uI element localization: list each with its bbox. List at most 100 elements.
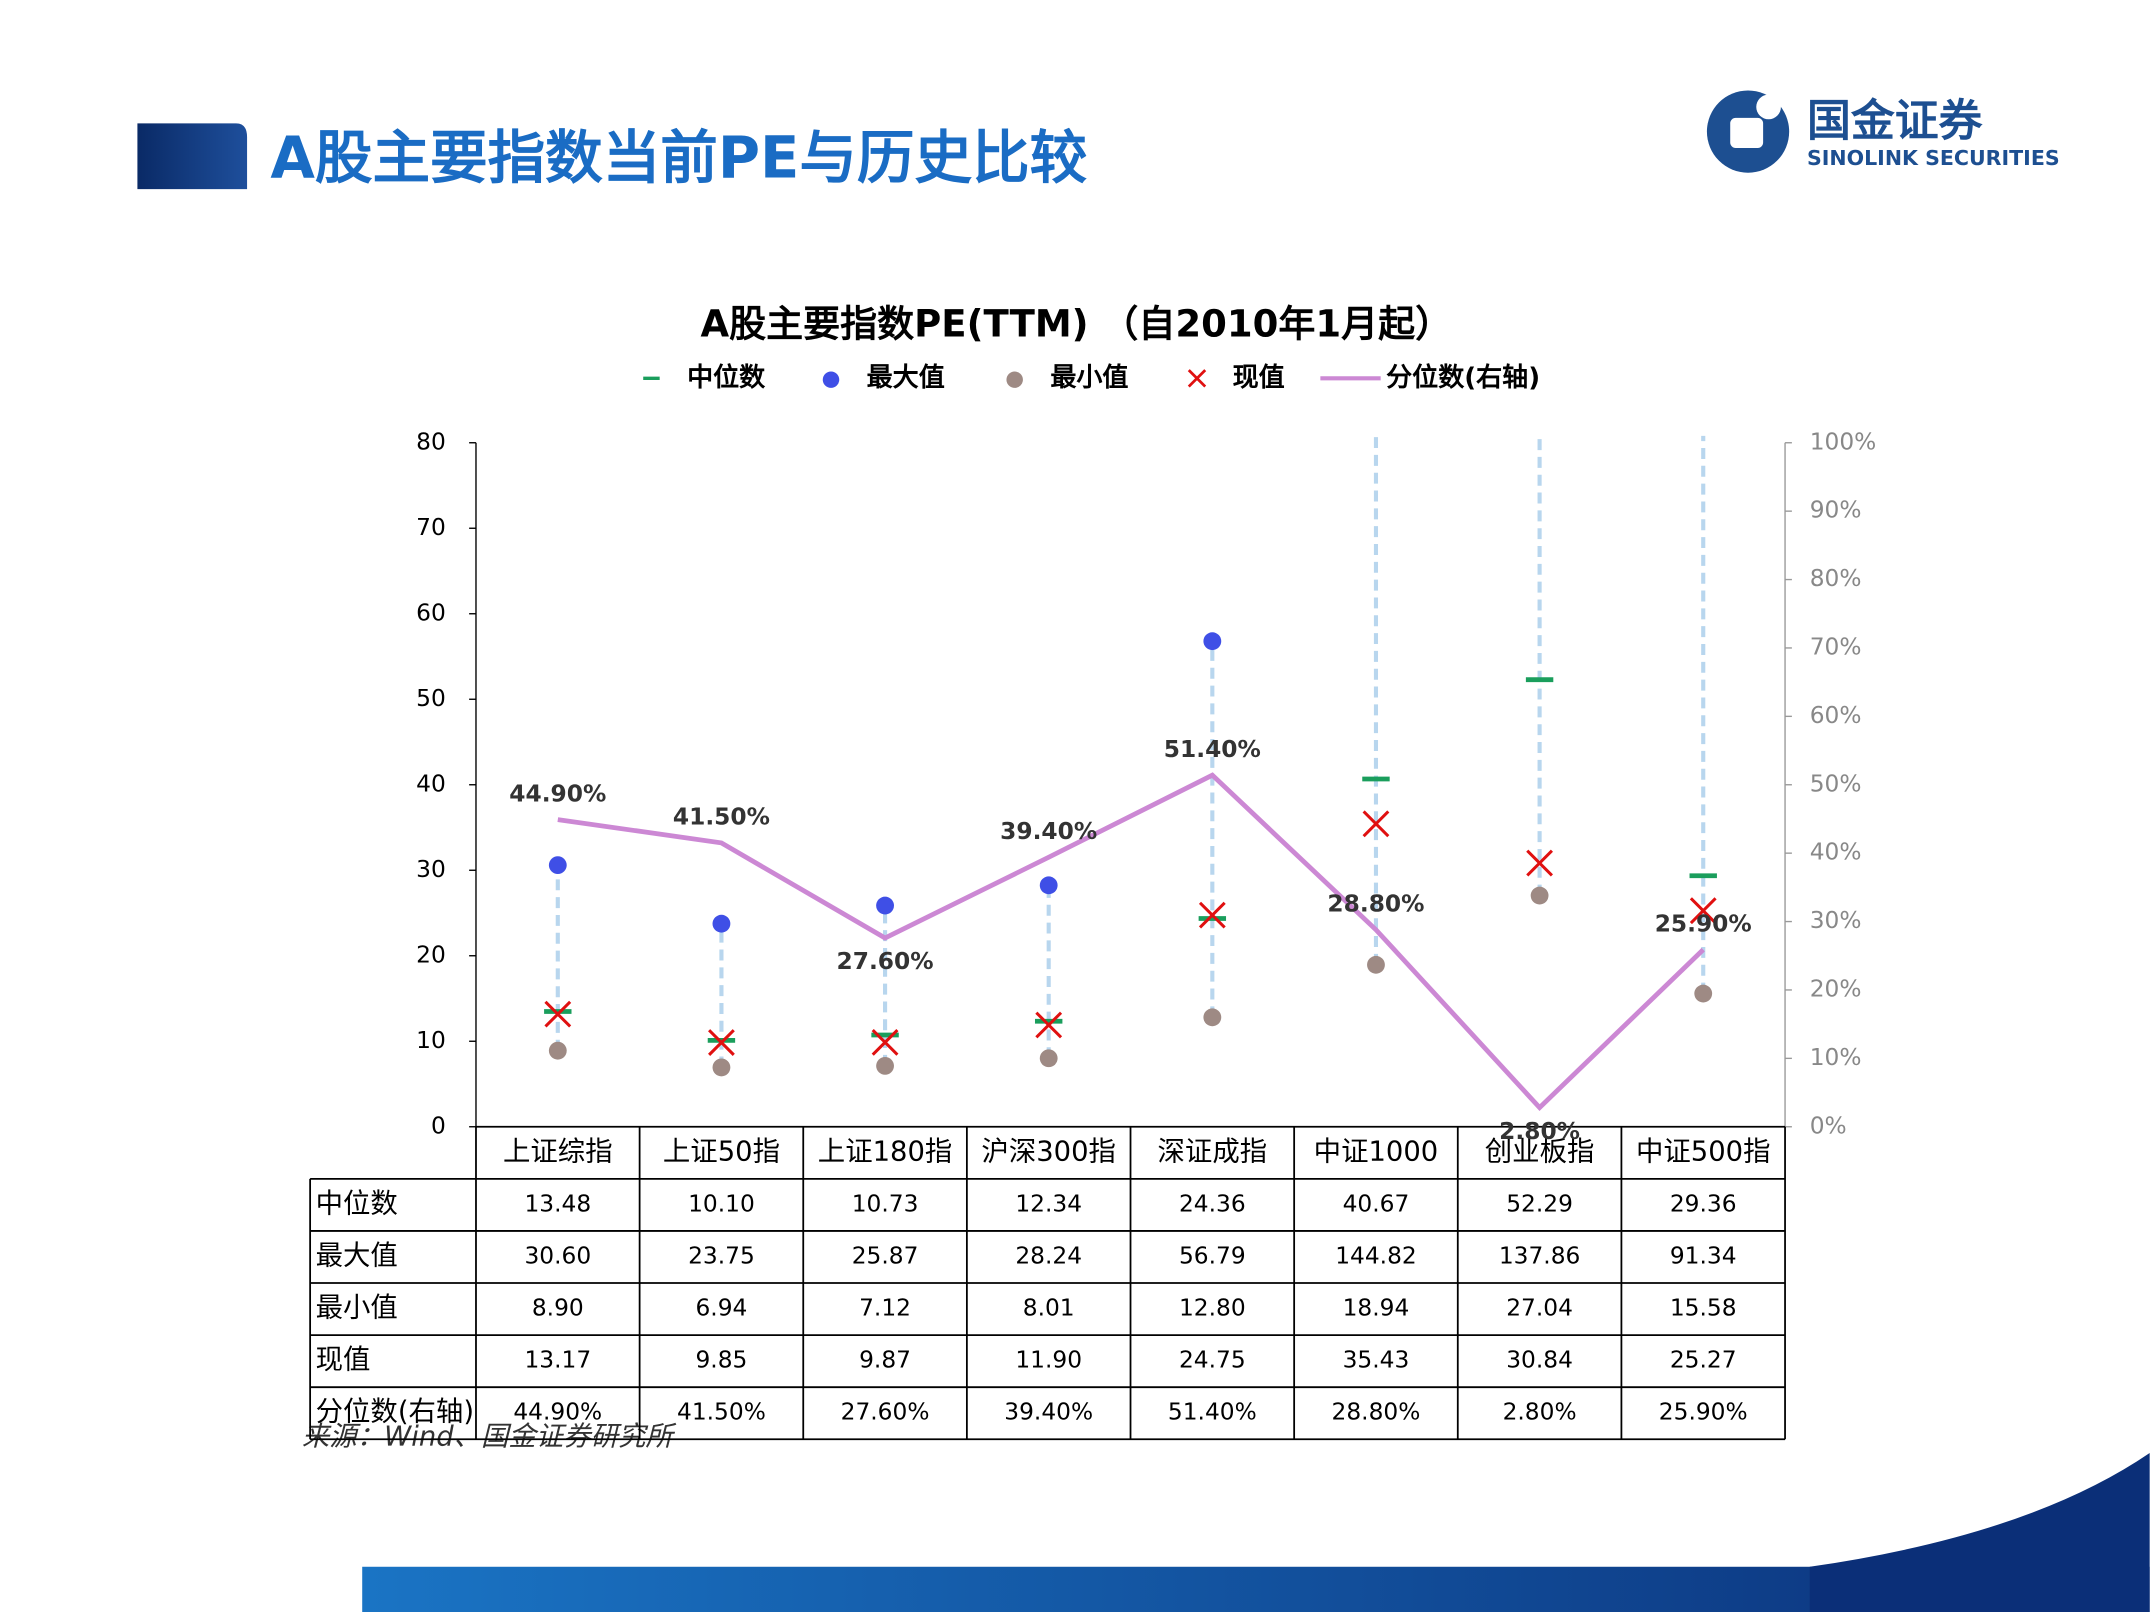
table-cell: 24.75 [1179,1347,1246,1374]
dot-mark [876,896,894,915]
table-cell: 56.79 [1179,1242,1246,1269]
source: 来源：Wind、国金证券研究所 [302,1421,677,1452]
table-cell: 30.60 [524,1242,591,1269]
percentile-line [557,772,1705,1112]
y2-tick-label: 40% [1810,839,1862,866]
slide-title: A股主要指数当前PE与历史比较 [270,124,1087,191]
table-cell: 25.27 [1670,1347,1737,1374]
table-cell: 40.67 [1343,1190,1410,1217]
table-cell: 25.90% [1659,1399,1748,1426]
dot-mark [1694,984,1713,1003]
chart: 0 10 20 30 40 50 60 70 80 0% 10% 20% 30% 40% 50% 60% 70%… [309,337,1877,1441]
x-tick-label: 沪深300指 [981,1136,1116,1167]
x-mark [1526,849,1554,877]
y-tick-label: 40 [416,770,446,797]
dot-mark [548,856,567,875]
y2-tick-label: 90% [1810,497,1862,524]
x-mark [1198,901,1226,929]
table-cell: 30.84 [1506,1347,1573,1374]
table-cell: 52.29 [1506,1190,1573,1217]
x-tick-label: 上证综指 [503,1136,613,1167]
table-cell: 23.75 [688,1242,755,1269]
x-tick-label: 上证180指 [818,1136,953,1167]
table-cell: 27.60% [841,1399,930,1426]
y-tick-label: 70 [416,514,446,541]
table-cell: 137.86 [1499,1242,1581,1269]
x-mark [1362,810,1390,838]
chart-title: A股主要指数PE(TTM) （自2010年1月起） [701,303,1453,346]
table-cell: 2.80% [1503,1399,1577,1426]
table-cell: 35.43 [1343,1347,1410,1374]
table-cell: 29.36 [1670,1190,1737,1217]
x-tick-label: 中证500指 [1636,1136,1771,1167]
y2-tick-label: 50% [1810,770,1862,797]
y2-tick-label: 30% [1810,907,1862,934]
data-label: 41.50% [673,804,770,831]
table-cell: 28.80% [1332,1399,1421,1426]
y-tick-label: 10 [416,1027,446,1054]
table-cell: 44.90% [513,1399,602,1426]
x-tick-label: 创业板指 [1485,1136,1595,1167]
x-tick-label: 上证50指 [663,1136,780,1167]
legend-label: 现值 [1233,363,1285,393]
y-tick-label: 50 [416,685,446,712]
legend-label: 分位数(右轴) [1386,362,1540,393]
dot-mark [1367,955,1385,974]
table-cell: 51.40% [1168,1399,1257,1426]
dot-mark [876,1056,894,1075]
table-cell: 6.94 [695,1295,747,1322]
legend-key [1006,371,1023,388]
dot-mark [1694,337,1712,355]
table-cell: 9.87 [859,1347,911,1374]
y2-tick-label: 0% [1810,1112,1847,1139]
table-cell: 41.50% [677,1399,766,1426]
data-label: 44.90% [509,780,606,807]
data-label: 51.40% [1164,736,1261,763]
data-label: 39.40% [1000,818,1097,845]
x-tick-label: 中证1000 [1314,1136,1439,1167]
dot-mark [548,1041,567,1060]
dot-mark [712,914,731,933]
x-mark [1689,897,1717,925]
y2-tick-label: 20% [1810,975,1862,1002]
dot-mark [1203,1008,1222,1027]
y-tick-label: 0 [431,1112,446,1139]
table-cell: 7.12 [859,1295,911,1322]
table-cell: 24.36 [1179,1190,1246,1217]
table-row-header: 中位数 [316,1188,398,1219]
table-cell: 28.24 [1015,1242,1082,1269]
table-cell: 39.40% [1004,1399,1093,1426]
table-cell: 8.01 [1023,1295,1075,1322]
data-label: 28.80% [1327,891,1424,918]
dot-mark [1203,632,1222,651]
dot-mark [1039,876,1058,895]
table-cell: 10.73 [852,1190,919,1217]
x-mark [708,1029,735,1056]
y-tick-label: 60 [416,599,446,626]
x-mark [544,1000,572,1028]
table-cell: 25.87 [852,1242,919,1269]
logo-mark-inner [1730,117,1764,149]
logo-dot [1756,94,1781,120]
y2-tick-label: 70% [1810,633,1862,660]
y2-tick-label: 100% [1810,428,1877,455]
table-cell: 12.34 [1015,1190,1082,1217]
table-row-header: 最大值 [316,1240,398,1271]
table-cell: 11.90 [1015,1347,1082,1374]
data-label: 27.60% [837,948,934,975]
x-tick-label: 深证成指 [1158,1136,1268,1167]
table-cell: 18.94 [1343,1295,1410,1322]
table-cell: 15.58 [1670,1295,1737,1322]
y-tick-label: 20 [416,941,446,968]
table-cell: 13.17 [524,1347,591,1374]
x-mark [1035,1011,1063,1039]
plot-area [544,337,1717,1112]
legend-label: 最小值 [1050,363,1128,393]
table-cell: 8.90 [532,1295,584,1322]
y2-tick-label: 80% [1810,565,1862,592]
dot-mark [1039,1049,1058,1068]
table-cell: 27.04 [1506,1295,1573,1322]
title-bar [137,123,248,190]
y-tick-label: 30 [416,856,446,883]
